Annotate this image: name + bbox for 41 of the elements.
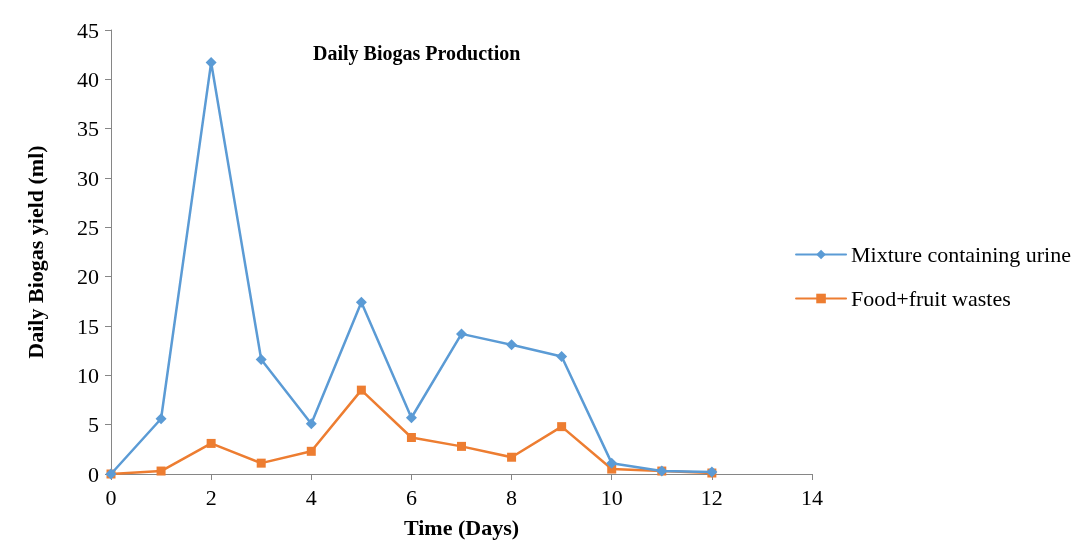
legend-label: Mixture containing urine	[851, 242, 1072, 267]
x-tick-label: 4	[305, 484, 317, 510]
point	[506, 339, 518, 351]
x-tick-label: 10	[600, 484, 623, 510]
point	[556, 351, 568, 363]
y-tick-label: 25	[77, 214, 99, 240]
point	[356, 385, 366, 395]
point	[206, 438, 216, 448]
point	[305, 418, 317, 430]
point	[355, 296, 367, 308]
y-tick-label: 30	[77, 165, 99, 191]
y-tick-label: 15	[77, 313, 99, 339]
point	[406, 432, 416, 442]
x-tick-label: 14	[801, 484, 823, 510]
x-tick-label: 0	[105, 484, 117, 510]
text: Daily Biogas Production	[313, 42, 521, 65]
y-tick-label: 45	[77, 17, 99, 43]
y-tick-label: 10	[77, 362, 99, 388]
y-axis-title: Daily Biogas yield (ml)	[22, 145, 48, 359]
point	[156, 466, 166, 476]
point	[256, 458, 266, 468]
legend-label: Food+fruit wastes	[851, 286, 1011, 311]
point	[457, 441, 466, 451]
x-tick-label: 2	[205, 484, 217, 510]
point	[456, 328, 467, 340]
y-tick-label: 35	[77, 116, 99, 142]
point	[557, 422, 567, 432]
x-axis-title: Time (Days)	[403, 514, 520, 540]
point	[155, 413, 167, 425]
x-tick-label: 8	[506, 484, 518, 510]
x-tick-label: 12	[700, 484, 723, 510]
point	[255, 354, 267, 366]
y-tick-label: 40	[77, 66, 99, 92]
x-tick-label: 6	[405, 484, 417, 510]
y-tick-label: 20	[77, 264, 99, 290]
point	[306, 446, 316, 456]
point	[606, 457, 618, 469]
y-tick-label: 0	[88, 461, 99, 487]
y-tick-label: 5	[88, 412, 99, 438]
point	[405, 412, 417, 424]
point	[507, 452, 517, 462]
